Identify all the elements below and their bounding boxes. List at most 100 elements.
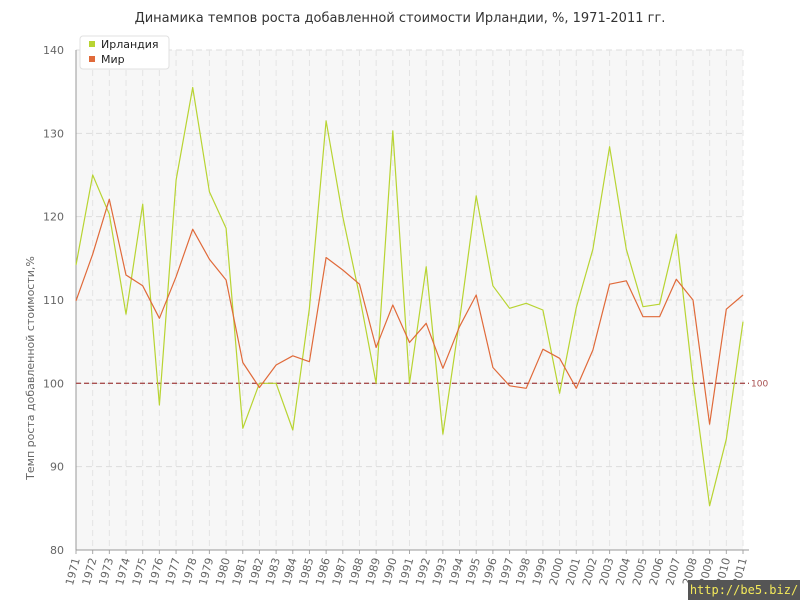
chart-title: Динамика темпов роста добавленной стоимо…	[135, 11, 666, 26]
watermark-link[interactable]: http://be5.biz/	[688, 580, 800, 600]
data-point	[508, 384, 511, 387]
data-point	[124, 273, 127, 276]
data-point	[491, 366, 494, 369]
y-tick-label: 100	[43, 377, 64, 390]
data-point	[91, 173, 94, 176]
data-point	[675, 233, 678, 236]
data-point	[308, 307, 311, 310]
data-point	[525, 387, 528, 390]
data-point	[358, 283, 361, 286]
data-point	[691, 379, 694, 382]
gridlines	[75, 49, 744, 554]
data-point	[391, 303, 394, 306]
y-axis-label: Темп роста добавленной стоимости,%	[24, 256, 37, 481]
data-point	[91, 253, 94, 256]
reference-line-label: 100	[751, 379, 768, 389]
data-point	[658, 315, 661, 318]
data-point	[441, 433, 444, 436]
data-point	[741, 320, 744, 323]
data-point	[224, 227, 227, 230]
data-point	[475, 194, 478, 197]
data-point	[575, 306, 578, 309]
y-tick-label: 130	[43, 127, 64, 140]
data-point	[308, 360, 311, 363]
data-point	[241, 361, 244, 364]
data-point	[108, 213, 111, 216]
data-point	[708, 504, 711, 507]
series-line-2	[75, 198, 744, 425]
data-point	[375, 346, 378, 349]
data-point	[691, 298, 694, 301]
data-point	[141, 284, 144, 287]
data-point	[191, 228, 194, 231]
data-point	[725, 438, 728, 441]
y-tick-label: 80	[50, 544, 64, 557]
y-tick-label: 140	[43, 44, 64, 57]
data-point	[458, 319, 461, 322]
data-point	[625, 279, 628, 282]
series-line-1	[75, 86, 744, 507]
data-point	[408, 341, 411, 344]
data-point	[275, 363, 278, 366]
data-point	[325, 119, 328, 122]
legend[interactable]: Ирландия Мир	[79, 35, 170, 70]
data-point	[608, 283, 611, 286]
data-point	[258, 386, 261, 389]
data-point	[141, 203, 144, 206]
y-tick-labels: 80 90 100 110 120 130 140	[43, 44, 64, 557]
legend-box	[79, 35, 170, 70]
data-point	[108, 198, 111, 201]
data-point	[608, 145, 611, 148]
y-tick-label: 120	[43, 211, 64, 224]
data-point	[174, 178, 177, 181]
y-tick-label: 90	[50, 461, 64, 474]
x-tick-labels: 1971197219731974197519761977197819791980…	[63, 556, 750, 586]
data-point	[625, 248, 628, 251]
data-point	[541, 348, 544, 351]
data-point	[541, 308, 544, 311]
data-point	[425, 265, 428, 268]
data-point	[708, 423, 711, 426]
legend-item-label[interactable]: Мир	[101, 53, 125, 66]
data-point	[491, 284, 494, 287]
data-point	[208, 258, 211, 261]
legend-swatch	[89, 41, 95, 47]
data-point	[725, 308, 728, 311]
data-point	[741, 293, 744, 296]
data-point	[341, 268, 344, 271]
legend-item-label[interactable]: Ирландия	[101, 38, 159, 51]
data-point	[525, 302, 528, 305]
data-point	[441, 367, 444, 370]
data-point	[658, 303, 661, 306]
data-point	[241, 427, 244, 430]
data-point	[124, 313, 127, 316]
data-point	[208, 190, 211, 193]
data-point	[74, 263, 77, 266]
data-point	[425, 322, 428, 325]
data-point	[291, 354, 294, 357]
data-point	[191, 86, 194, 89]
data-point	[341, 215, 344, 218]
data-point	[158, 403, 161, 406]
data-point	[258, 382, 261, 385]
series-lines	[74, 86, 744, 507]
data-point	[458, 325, 461, 328]
data-point	[74, 299, 77, 302]
legend-swatch	[89, 56, 95, 62]
data-point	[158, 317, 161, 320]
data-point	[174, 275, 177, 278]
data-point	[641, 305, 644, 308]
data-point	[408, 382, 411, 385]
data-point	[591, 248, 594, 251]
data-point	[675, 278, 678, 281]
data-point	[291, 428, 294, 431]
data-point	[558, 392, 561, 395]
reference-line-100: 100	[76, 379, 768, 389]
data-point	[641, 315, 644, 318]
data-point	[224, 278, 227, 281]
data-point	[575, 387, 578, 390]
data-point	[275, 382, 278, 385]
data-point	[391, 129, 394, 132]
data-point	[325, 256, 328, 259]
